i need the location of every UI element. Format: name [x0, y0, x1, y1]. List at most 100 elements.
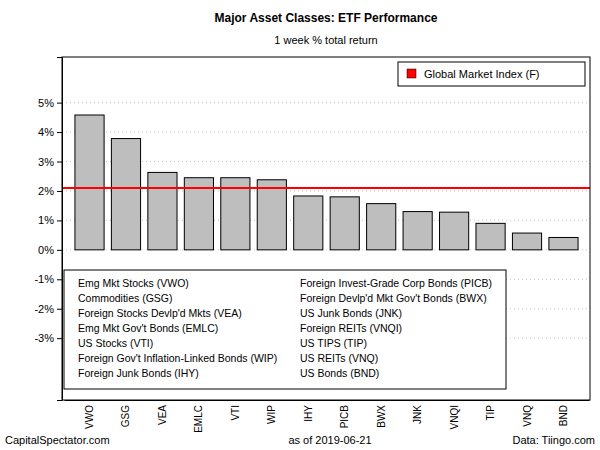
y-axis-line: [57, 58, 63, 401]
x-tick-label: BND: [558, 405, 569, 426]
x-tick-label: VTI: [230, 405, 241, 421]
x-tick: JNK: [412, 400, 423, 424]
annotation-text: US TIPS (TIP): [300, 337, 367, 349]
grid-line: [62, 190, 590, 191]
y-tick-label: -3%: [34, 332, 54, 344]
bar: [512, 233, 541, 250]
y-tick: 1%: [38, 214, 62, 226]
y-tick-mark: [57, 132, 62, 133]
reference-line: [62, 187, 590, 189]
annotation-text: Foreign Invest-Grade Corp Bonds (PICB): [300, 277, 492, 289]
annotation-text: US REITs (VNQ): [300, 352, 378, 364]
annotation-text: Emg Mkt Stocks (VWO): [78, 277, 189, 289]
legend-box: [398, 62, 585, 86]
x-tick-label: WIP: [266, 405, 277, 424]
x-tick: TIP: [485, 400, 496, 421]
grid-line: [62, 102, 590, 103]
grid-line: [62, 132, 590, 133]
y-tick: -2%: [34, 303, 62, 315]
annotation-text: US Stocks (VTI): [78, 337, 153, 349]
y-tick: -1%: [34, 273, 62, 285]
annotation-text: Foreign REITs (VNQI): [300, 322, 402, 334]
x-tick-label: EMLC: [193, 405, 204, 433]
plot-area: [62, 115, 590, 250]
y-tick-mark: [57, 338, 62, 339]
y-axis: -3% -2% -1% 0% 1% 2% 3% 4% 5%: [34, 58, 62, 401]
y-tick-label: -1%: [34, 273, 54, 285]
annotation-text: Foreign Devlp'd Mkt Gov't Bonds (BWX): [300, 292, 487, 304]
bar: [440, 212, 469, 250]
x-tick: IHY: [303, 400, 314, 422]
x-tick-label: VNQI: [449, 405, 460, 429]
bar: [294, 196, 323, 250]
y-tick-label: 1%: [38, 214, 54, 226]
bar: [111, 139, 140, 250]
annotation-box: Emg Mkt Stocks (VWO) Commodities (GSG) For…: [64, 270, 506, 389]
chart: -3% -2% -1% 0% 1% 2% 3% 4% 5% VWO GSG VEA EMLC VTI WIP…: [0, 0, 600, 450]
bar: [476, 223, 505, 249]
y-tick: 5%: [38, 97, 62, 109]
x-tick: VTI: [230, 400, 241, 421]
annotation-text: US Junk Bonds (JNK): [300, 307, 402, 319]
x-tick: VNQI: [449, 400, 460, 429]
x-tick-label: VEA: [157, 405, 168, 425]
y-tick-label: 2%: [38, 185, 54, 197]
bar: [257, 180, 286, 250]
legend-label: Global Market Index (F): [424, 68, 540, 80]
y-tick-label: -2%: [34, 303, 54, 315]
x-tick: VWO: [84, 400, 95, 429]
title: Major Asset Classes: ETF Performance: [215, 11, 438, 25]
y-tick-label: 0%: [38, 244, 54, 256]
x-tick: GSG: [120, 400, 131, 427]
x-tick-label: PICB: [339, 405, 350, 429]
y-tick-mark: [57, 309, 62, 310]
y-tick-mark: [57, 279, 62, 280]
bar: [75, 115, 104, 250]
y-tick: 4%: [38, 126, 62, 138]
caption: as of 2019-06-21: [288, 434, 371, 446]
annotation-text: Commodities (GSG): [78, 292, 173, 304]
y-tick: 2%: [38, 185, 62, 197]
x-tick: BWX: [376, 400, 387, 428]
x-tick-label: BWX: [376, 405, 387, 428]
annotation-text: Foreign Junk Bonds (IHY): [78, 367, 199, 379]
x-tick: WIP: [266, 400, 277, 424]
y-tick-mark: [57, 191, 62, 192]
x-tick-label: GSG: [120, 405, 131, 427]
annotation-frame: [64, 270, 506, 389]
x-tick: EMLC: [193, 400, 204, 433]
x-tick: VNQ: [522, 400, 533, 427]
y-tick-mark: [57, 220, 62, 221]
y-tick-label: 3%: [38, 156, 54, 168]
annotation-text: Foreign Stocks Devlp'd Mkts (VEA): [78, 307, 242, 319]
x-axis-line: [65, 400, 590, 401]
x-tick-label: IHY: [303, 405, 314, 422]
x-tick: PICB: [339, 400, 350, 428]
grid: [62, 103, 590, 339]
caption: Data: Tiingo.com: [512, 434, 595, 446]
annotation-text: Emg Mkt Gov't Bonds (EMLC): [78, 322, 218, 334]
y-tick: 3%: [38, 156, 62, 168]
grid-line: [62, 220, 590, 221]
subtitle: 1 week % total return: [274, 34, 377, 46]
y-tick-label: 5%: [38, 97, 54, 109]
annotation-text: US Bonds (BND): [300, 367, 379, 379]
x-tick-label: VNQ: [522, 405, 533, 427]
y-tick-label: 4%: [38, 126, 54, 138]
x-tick-label: JNK: [412, 405, 423, 424]
caption: CapitalSpectator.com: [5, 434, 110, 446]
x-axis: VWO GSG VEA EMLC VTI WIP IHY PICB BWX JNK VNQI TIP V…: [65, 400, 590, 433]
y-tick-mark: [57, 162, 62, 163]
bar: [549, 237, 578, 249]
y-tick: -3%: [34, 332, 62, 344]
annotation-text: Foreign Gov't Inflation-Linked Bonds (WI…: [78, 352, 277, 364]
plot-frame: [62, 57, 590, 400]
grid-line: [62, 161, 590, 162]
legend: Global Market Index (F): [398, 62, 585, 86]
grid-line: [62, 249, 590, 250]
bar: [367, 204, 396, 250]
y-tick-mark: [57, 250, 62, 251]
legend-swatch: [407, 69, 416, 78]
x-tick-label: TIP: [485, 405, 496, 421]
x-tick: VEA: [157, 400, 168, 425]
